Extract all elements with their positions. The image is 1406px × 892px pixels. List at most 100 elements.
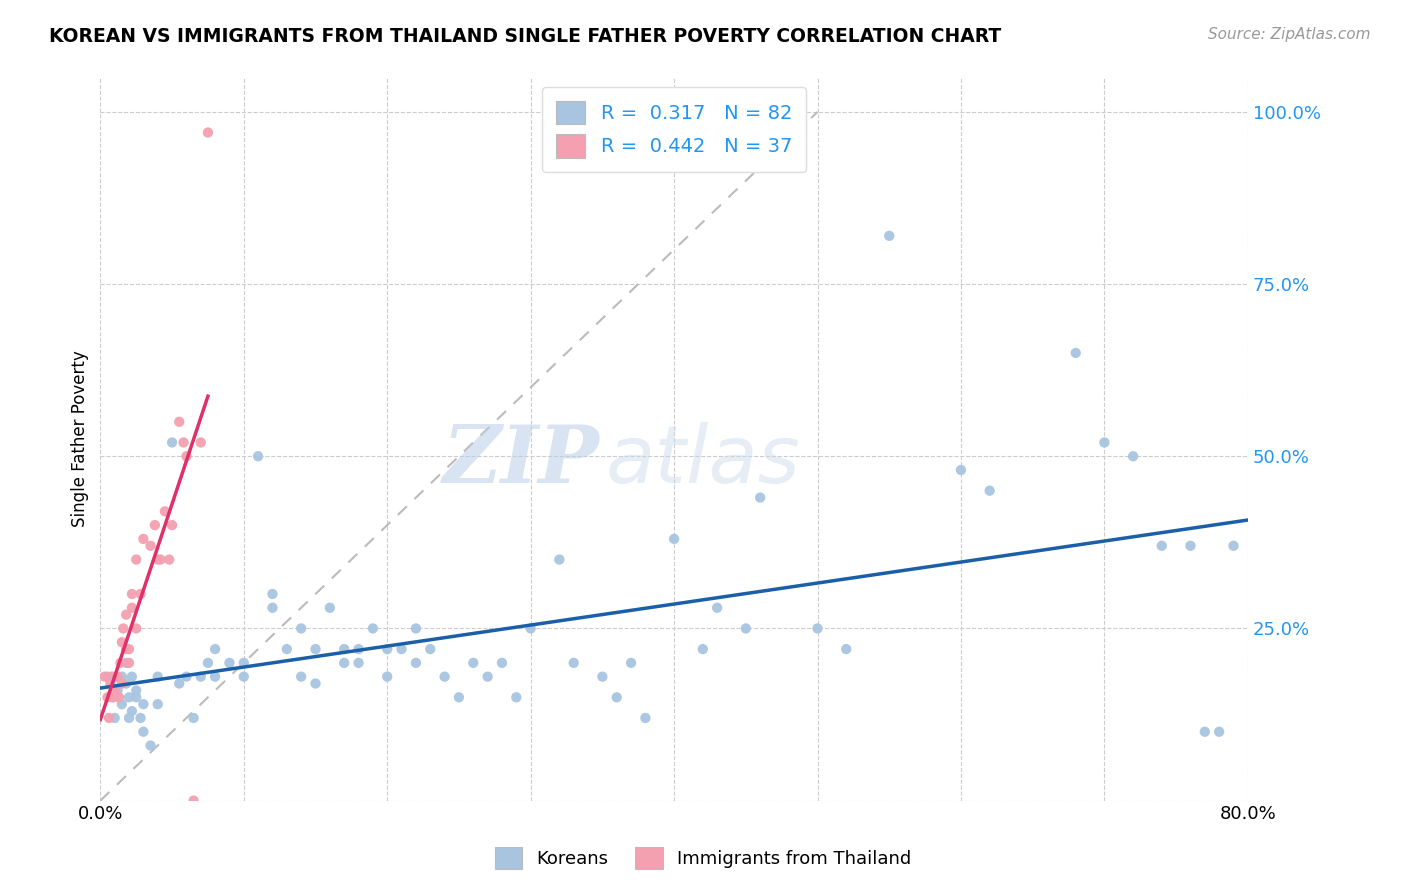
- Point: [562, 656, 585, 670]
- Point: [447, 690, 470, 705]
- Point: [405, 656, 427, 670]
- Point: [319, 600, 342, 615]
- Point: [111, 670, 134, 684]
- Point: [167, 676, 190, 690]
- Point: [1150, 539, 1173, 553]
- Point: [1064, 346, 1087, 360]
- Point: [129, 711, 152, 725]
- Point: [160, 518, 183, 533]
- Point: [419, 642, 441, 657]
- Point: [118, 690, 141, 705]
- Point: [204, 670, 226, 684]
- Y-axis label: Single Father Poverty: Single Father Poverty: [72, 351, 89, 527]
- Point: [108, 690, 131, 705]
- Point: [204, 642, 226, 657]
- Point: [375, 670, 398, 684]
- Point: [433, 670, 456, 684]
- Point: [139, 539, 162, 553]
- Point: [190, 435, 212, 450]
- Point: [183, 711, 205, 725]
- Point: [949, 463, 972, 477]
- Point: [692, 642, 714, 657]
- Point: [125, 683, 148, 698]
- Point: [118, 711, 141, 725]
- Point: [190, 670, 212, 684]
- Point: [125, 552, 148, 566]
- Point: [375, 642, 398, 657]
- Point: [139, 739, 162, 753]
- Point: [121, 600, 143, 615]
- Point: [1092, 435, 1115, 450]
- Point: [634, 711, 657, 725]
- Point: [132, 532, 155, 546]
- Point: [129, 587, 152, 601]
- Point: [276, 642, 298, 657]
- Point: [347, 642, 370, 657]
- Point: [121, 670, 143, 684]
- Point: [101, 670, 124, 684]
- Point: [112, 622, 135, 636]
- Point: [104, 670, 127, 684]
- Point: [111, 635, 134, 649]
- Point: [463, 656, 485, 670]
- Point: [115, 656, 138, 670]
- Point: [1222, 539, 1244, 553]
- Text: Source: ZipAtlas.com: Source: ZipAtlas.com: [1208, 27, 1371, 42]
- Point: [232, 656, 254, 670]
- Point: [153, 504, 176, 518]
- Point: [125, 690, 148, 705]
- Point: [104, 711, 127, 725]
- Point: [146, 670, 169, 684]
- Point: [183, 794, 205, 808]
- Point: [157, 552, 180, 566]
- Point: [218, 656, 240, 670]
- Point: [146, 697, 169, 711]
- Point: [1208, 724, 1230, 739]
- Point: [132, 697, 155, 711]
- Point: [197, 656, 219, 670]
- Point: [118, 656, 141, 670]
- Point: [333, 642, 356, 657]
- Point: [806, 622, 828, 636]
- Point: [835, 642, 858, 657]
- Point: [93, 670, 115, 684]
- Point: [491, 656, 513, 670]
- Point: [591, 670, 613, 684]
- Point: [100, 676, 122, 690]
- Point: [143, 518, 166, 533]
- Point: [232, 670, 254, 684]
- Point: [173, 435, 195, 450]
- Legend: R =  0.317   N = 82, R =  0.442   N = 37: R = 0.317 N = 82, R = 0.442 N = 37: [543, 87, 806, 171]
- Point: [110, 656, 132, 670]
- Point: [160, 435, 183, 450]
- Point: [548, 552, 571, 566]
- Point: [111, 697, 134, 711]
- Point: [149, 552, 172, 566]
- Point: [146, 552, 169, 566]
- Point: [262, 600, 284, 615]
- Point: [734, 622, 756, 636]
- Point: [97, 711, 120, 725]
- Point: [111, 676, 134, 690]
- Point: [115, 607, 138, 622]
- Point: [620, 656, 643, 670]
- Point: [1180, 539, 1202, 553]
- Point: [118, 642, 141, 657]
- Point: [606, 690, 628, 705]
- Point: [103, 690, 125, 705]
- Point: [107, 683, 129, 698]
- Point: [247, 449, 270, 463]
- Point: [121, 704, 143, 718]
- Point: [290, 670, 312, 684]
- Point: [1122, 449, 1144, 463]
- Text: atlas: atlas: [605, 422, 800, 500]
- Point: [333, 656, 356, 670]
- Legend: Koreans, Immigrants from Thailand: Koreans, Immigrants from Thailand: [486, 838, 920, 879]
- Point: [176, 449, 198, 463]
- Point: [505, 690, 527, 705]
- Point: [125, 622, 148, 636]
- Point: [361, 622, 384, 636]
- Point: [96, 670, 118, 684]
- Point: [877, 228, 900, 243]
- Point: [290, 622, 312, 636]
